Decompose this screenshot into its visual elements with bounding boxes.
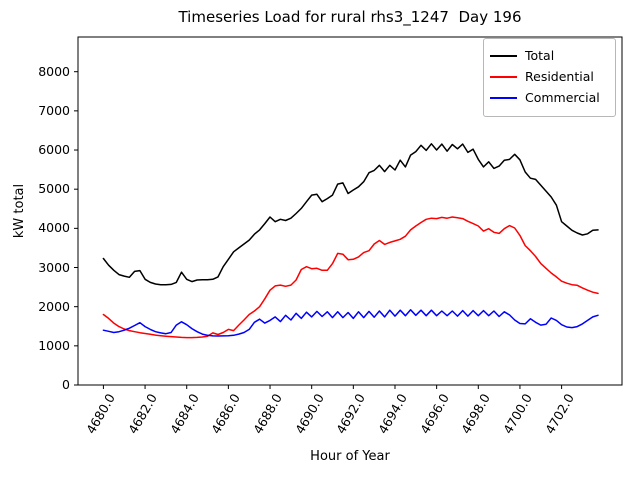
y-tick-label: 0 bbox=[62, 377, 70, 392]
legend-entry-total: Total bbox=[490, 45, 607, 66]
legend-entry-commercial: Commercial bbox=[490, 87, 607, 108]
y-tick-label: 8000 bbox=[38, 63, 70, 79]
legend-label-residential: Residential bbox=[525, 68, 594, 84]
legend-label-total: Total bbox=[525, 47, 555, 63]
legend-label-commercial: Commercial bbox=[525, 89, 600, 105]
legend-entry-residential: Residential bbox=[490, 66, 607, 87]
legend-swatch-residential bbox=[490, 75, 517, 78]
y-tick-label: 1000 bbox=[38, 337, 70, 353]
y-tick-label: 5000 bbox=[38, 181, 70, 197]
y-tick-label: 6000 bbox=[38, 142, 70, 158]
series-line-total bbox=[102, 143, 599, 286]
legend: Total Residential Commercial bbox=[483, 38, 616, 117]
series-line-residential bbox=[102, 216, 599, 339]
y-tick-label: 7000 bbox=[38, 102, 70, 118]
y-tick-label: 2000 bbox=[38, 298, 70, 314]
legend-swatch-total bbox=[490, 54, 517, 57]
chart-title: Timeseries Load for rural rhs3_1247 Day … bbox=[178, 8, 522, 26]
series-line-commercial bbox=[102, 309, 599, 337]
x-axis-label: Hour of Year bbox=[310, 449, 390, 464]
y-tick-label: 4000 bbox=[38, 220, 70, 236]
axes-frame bbox=[77, 36, 623, 386]
y-tick-label: 3000 bbox=[38, 259, 70, 275]
legend-swatch-commercial bbox=[490, 96, 517, 99]
